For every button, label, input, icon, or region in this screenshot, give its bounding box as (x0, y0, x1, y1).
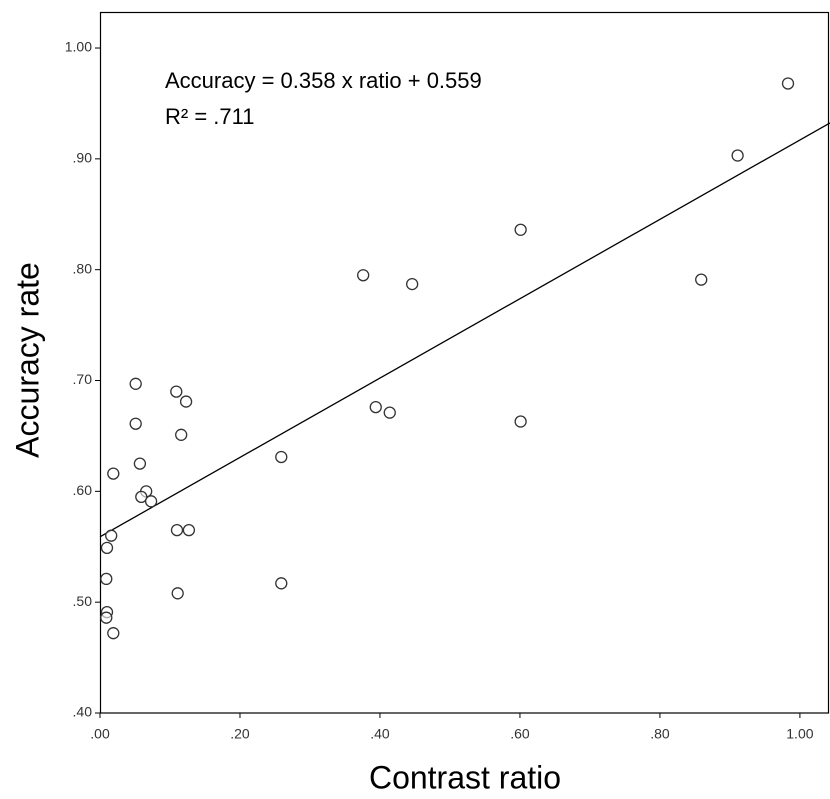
data-point (383, 406, 396, 419)
data-point (129, 417, 142, 430)
data-point (107, 467, 120, 480)
y-tick-label: 1.00 (65, 39, 92, 55)
data-point (357, 269, 370, 282)
y-tick-label: .40 (73, 704, 93, 720)
data-point (275, 450, 288, 464)
x-tick-label: .80 (650, 726, 670, 742)
data-point (100, 572, 113, 586)
data-point (182, 523, 196, 537)
data-point (100, 541, 114, 555)
y-axis-title: Accuracy rate (9, 262, 45, 458)
y-tick-label: .50 (73, 593, 93, 609)
data-point (135, 490, 148, 504)
data-point (100, 611, 113, 624)
data-point (695, 273, 708, 286)
data-point (144, 495, 158, 508)
data-point (105, 529, 118, 542)
data-point (275, 577, 288, 590)
data-point (170, 385, 183, 398)
data-point (175, 428, 188, 441)
data-point (179, 395, 193, 408)
x-tick-label: 1.00 (786, 726, 813, 742)
data-point (170, 523, 184, 537)
data-point (107, 627, 120, 640)
data-point (133, 457, 147, 470)
r2-annotation: R² = .711 (165, 104, 254, 129)
x-tick-label: .00 (90, 726, 110, 742)
x-axis-title: Contrast ratio (369, 759, 561, 795)
plot-frame (99, 11, 830, 714)
x-tick-label: .20 (230, 726, 250, 742)
data-point (781, 77, 795, 90)
data-point (369, 400, 382, 414)
y-tick-label: .60 (73, 482, 93, 498)
data-point (731, 149, 744, 162)
y-tick-label: .90 (73, 150, 93, 166)
data-point (514, 223, 527, 236)
fit-line (99, 122, 830, 538)
y-tick-label: .70 (73, 371, 93, 387)
data-point (129, 377, 142, 390)
data-point (514, 415, 527, 428)
data-point (406, 277, 419, 291)
x-tick-label: .40 (370, 726, 390, 742)
equation-annotation: Accuracy = 0.358 x ratio + 0.559 (165, 68, 482, 93)
x-tick-label: .60 (510, 726, 530, 742)
data-point (171, 587, 184, 600)
y-tick-label: .80 (73, 260, 93, 276)
